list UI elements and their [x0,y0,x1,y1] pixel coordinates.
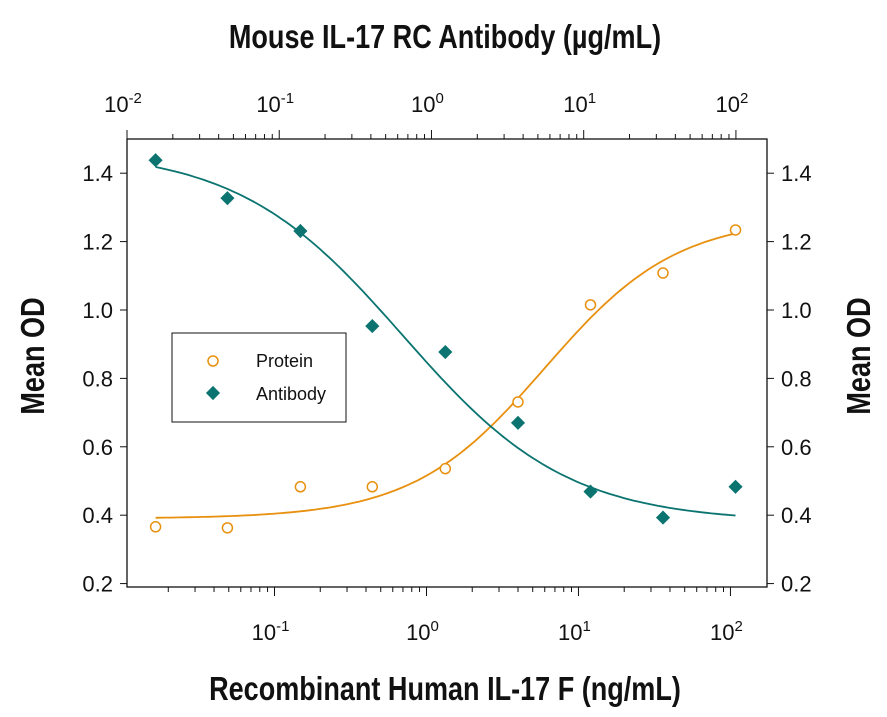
y-tick-label-left: 0.6 [82,435,113,460]
tick-exponent: 2 [740,90,748,107]
tick-base: 10 [406,620,430,645]
data-point-protein [512,396,524,408]
data-point-antibody [293,223,308,239]
x-tick-label-bottom: 102 [710,618,743,645]
y-tick-label-right: 0.6 [781,435,812,460]
data-point-protein [294,481,307,493]
plot-area: 0.2 0.2 0.4 0.4 0.6 0.6 0.8 0.8 1.0 1.0 1.2 1.2 1.4 1… [82,90,811,645]
tick-base: 10 [563,92,587,117]
data-point-protein [149,521,162,533]
y-tick-label-right: 0.4 [781,503,812,528]
tick-exponent: -1 [276,618,289,635]
tick-base: 10 [252,620,276,645]
data-point-protein [729,224,742,236]
data-point-protein [439,462,452,475]
plot-frame [126,138,768,588]
data-point-antibody [655,510,671,525]
y-tick-label-right: 0.2 [781,572,812,597]
legend: Protein Antibody [171,332,347,423]
tick-base: 10 [716,92,740,117]
tick-base: 10 [256,92,280,117]
x-tick-label-top: 10-1 [256,90,294,117]
data-point-antibody [510,415,526,430]
y-tick-label-right: 1.0 [781,298,812,323]
y-tick-label-right: 1.2 [781,230,812,255]
y-axis-label-left: Mean OD [16,297,52,414]
data-point-protein [584,299,597,311]
data-point-protein [221,522,234,534]
legend-protein-marker [207,355,219,367]
data-point-antibody [583,484,598,499]
x-axis-label: Recombinant Human IL-17 F (ng/mL) [209,672,681,708]
data-point-antibody [365,318,380,334]
y-tick-label-right: 0.8 [781,366,812,391]
data-point-antibody [438,344,453,360]
data-point-antibody [728,479,743,494]
x-tick-label-top: 10-2 [104,90,142,117]
legend-antibody-label: Antibody [256,384,326,404]
tick-base: 10 [104,92,128,117]
data-point-antibody [220,191,235,206]
tick-exponent: -2 [129,90,142,107]
data-point-protein [366,481,379,493]
tick-base: 10 [411,92,435,117]
tick-base: 10 [710,620,734,645]
legend-protein-label: Protein [256,351,313,371]
x-tick-label-top: 102 [716,90,749,117]
data-point-protein [657,267,669,279]
x-tick-label-bottom: 10-1 [252,618,290,645]
legend-box [171,332,347,423]
tick-exponent: -1 [281,90,294,107]
tick-base: 10 [558,620,582,645]
x-tick-label-top: 100 [411,90,444,117]
x-tick-label-bottom: 101 [558,618,591,645]
y-axis-label-right: Mean OD [842,297,878,414]
y-tick-label-right: 1.4 [781,161,812,186]
tick-exponent: 1 [583,618,591,635]
tick-exponent: 1 [588,90,596,107]
chart-title: Mouse IL-17 RC Antibody (µg/mL) [229,20,661,56]
legend-antibody-marker [205,385,221,401]
y-tick-label-left: 1.0 [82,298,113,323]
fit-curve-antibody [155,166,736,517]
data-point-antibody [148,153,163,168]
y-tick-label-left: 0.4 [82,503,113,528]
y-tick-label-left: 0.8 [82,366,113,391]
tick-exponent: 0 [431,618,439,635]
y-tick-label-left: 1.2 [82,230,113,255]
x-tick-label-bottom: 100 [406,618,439,645]
y-tick-label-left: 0.2 [82,572,113,597]
tick-exponent: 0 [436,90,444,107]
tick-exponent: 2 [735,618,743,635]
x-tick-label-top: 101 [563,90,596,117]
y-tick-label-left: 1.4 [82,161,113,186]
